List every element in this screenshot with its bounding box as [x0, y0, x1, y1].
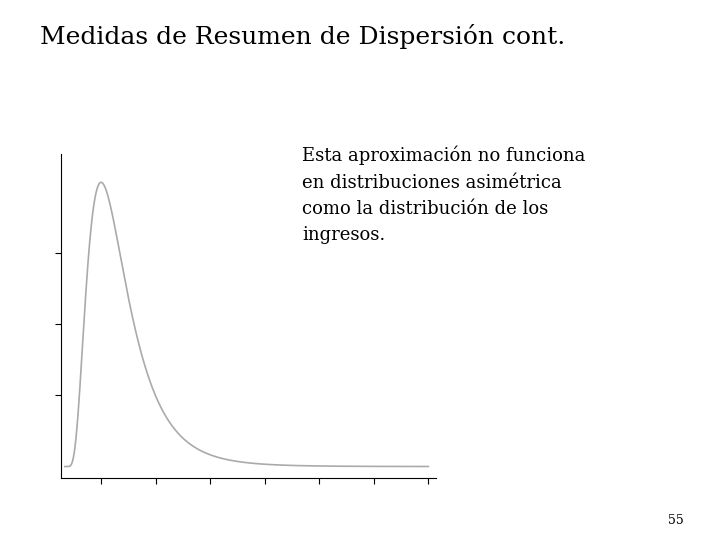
Text: Medidas de Resumen de Dispersión cont.: Medidas de Resumen de Dispersión cont. [40, 24, 565, 49]
Text: Esta aproximación no funciona
en distribuciones asimétrica
como la distribución : Esta aproximación no funciona en distrib… [302, 146, 586, 245]
Text: 55: 55 [668, 514, 684, 526]
